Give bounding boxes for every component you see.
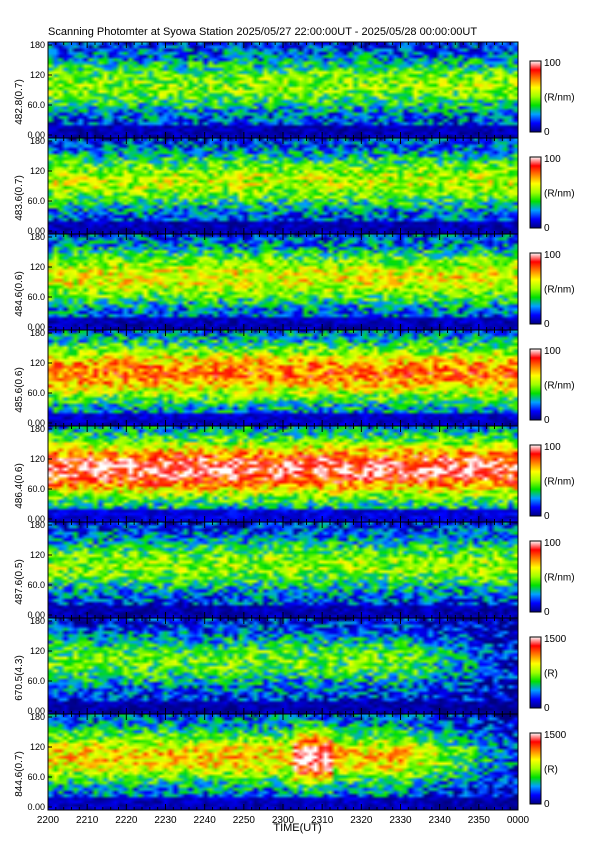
y-tick-label: 60.0 [27, 484, 45, 494]
y-tick-label: 0.00 [27, 130, 45, 140]
colorbar-min-label: 0 [544, 223, 550, 234]
y-tick-label: 60.0 [27, 196, 45, 206]
colorbar-max-label: 100 [544, 442, 561, 453]
y-tick-label: 0.00 [27, 610, 45, 620]
y-tick-label: 180 [30, 712, 45, 722]
panel-label: 844.6(0.7) [14, 751, 25, 797]
x-tick-label: 2310 [311, 815, 334, 826]
x-tick-label: 2230 [154, 815, 177, 826]
y-tick-label: 0.00 [27, 514, 45, 524]
colorbar-2 [529, 156, 542, 229]
colorbar-6 [529, 540, 542, 613]
x-tick-label: 2340 [429, 815, 452, 826]
colorbar-8 [529, 732, 542, 805]
colorbar-min-label: 0 [544, 511, 550, 522]
colorbar-min-label: 0 [544, 415, 550, 426]
x-tick-label: 2220 [115, 815, 138, 826]
x-tick-label: 0000 [507, 815, 530, 826]
y-tick-label: 0.00 [27, 226, 45, 236]
y-tick-label: 180 [30, 616, 45, 626]
colorbar-unit-label: (R/nm) [544, 477, 575, 488]
x-tick-label: 2330 [389, 815, 412, 826]
x-tick-label: 2250 [233, 815, 256, 826]
y-tick-label: 120 [30, 454, 45, 464]
y-tick-label: 120 [30, 646, 45, 656]
y-tick-label: 180 [30, 328, 45, 338]
colorbar-7 [529, 636, 542, 709]
colorbar-3 [529, 252, 542, 325]
colorbar-min-label: 0 [544, 799, 550, 810]
panel-label: 484.6(0.6) [14, 271, 25, 317]
y-tick-label: 0.00 [27, 706, 45, 716]
y-tick-label: 180 [30, 232, 45, 242]
panel-label: 487.6(0.5) [14, 559, 25, 605]
y-tick-label: 60.0 [27, 292, 45, 302]
y-tick-label: 0.00 [27, 418, 45, 428]
y-tick-label: 0.00 [27, 322, 45, 332]
y-tick-label: 180 [30, 136, 45, 146]
y-tick-label: 180 [30, 40, 45, 50]
colorbar-unit-label: (R/nm) [544, 285, 575, 296]
y-tick-label: 60.0 [27, 580, 45, 590]
y-tick-label: 60.0 [27, 388, 45, 398]
y-tick-label: 120 [30, 262, 45, 272]
panel-label: 485.6(0.6) [14, 367, 25, 413]
colorbar-5 [529, 444, 542, 517]
y-tick-label: 120 [30, 358, 45, 368]
heatmap-panel-5 [48, 426, 518, 522]
colorbar-unit-label: (R) [544, 669, 558, 680]
colorbar-unit-label: (R/nm) [544, 189, 575, 200]
colorbar-min-label: 0 [544, 607, 550, 618]
x-tick-label: 2240 [194, 815, 217, 826]
y-tick-label: 60.0 [27, 772, 45, 782]
colorbar-max-label: 1500 [544, 730, 567, 741]
heatmap-panel-2 [48, 138, 518, 234]
y-tick-label: 180 [30, 424, 45, 434]
colorbar-unit-label: (R) [544, 765, 558, 776]
x-tick-label: 2210 [76, 815, 99, 826]
colorbar-min-label: 0 [544, 319, 550, 330]
y-tick-label: 120 [30, 166, 45, 176]
panel-label: 482.8(0.7) [14, 79, 25, 125]
panel-label: 670.5(4.3) [14, 655, 25, 701]
heatmap-panel-6 [48, 522, 518, 618]
panel-label: 486.4(0.6) [14, 463, 25, 509]
x-tick-label: 2300 [272, 815, 295, 826]
y-tick-label: 180 [30, 520, 45, 530]
y-tick-label: 120 [30, 742, 45, 752]
colorbar-max-label: 100 [544, 154, 561, 165]
heatmap-panel-8 [48, 714, 518, 810]
x-tick-label: 2200 [37, 815, 60, 826]
colorbar-max-label: 100 [544, 346, 561, 357]
colorbar-max-label: 100 [544, 58, 561, 69]
y-tick-label: 120 [30, 70, 45, 80]
heatmap-panel-3 [48, 234, 518, 330]
x-tick-label: 2350 [468, 815, 491, 826]
x-axis-title: TIME(UT) [273, 822, 322, 834]
colorbar-1 [529, 60, 542, 133]
colorbar-max-label: 1500 [544, 634, 567, 645]
chart-title: Scanning Photomter at Syowa Station 2025… [48, 26, 478, 38]
y-tick-label: 60.0 [27, 100, 45, 110]
heatmap-panel-7 [48, 618, 518, 714]
panel-label: 483.6(0.7) [14, 175, 25, 221]
y-tick-label: 60.0 [27, 676, 45, 686]
colorbar-unit-label: (R/nm) [544, 93, 575, 104]
colorbar-min-label: 0 [544, 127, 550, 138]
heatmap-panel-1 [48, 42, 518, 138]
y-tick-label: 0.00 [27, 802, 45, 812]
colorbar-max-label: 100 [544, 538, 561, 549]
colorbar-unit-label: (R/nm) [544, 381, 575, 392]
heatmap-panel-4 [48, 330, 518, 426]
colorbar-4 [529, 348, 542, 421]
colorbar-min-label: 0 [544, 703, 550, 714]
x-tick-label: 2320 [350, 815, 373, 826]
y-tick-label: 120 [30, 550, 45, 560]
colorbar-unit-label: (R/nm) [544, 573, 575, 584]
colorbar-max-label: 100 [544, 250, 561, 261]
